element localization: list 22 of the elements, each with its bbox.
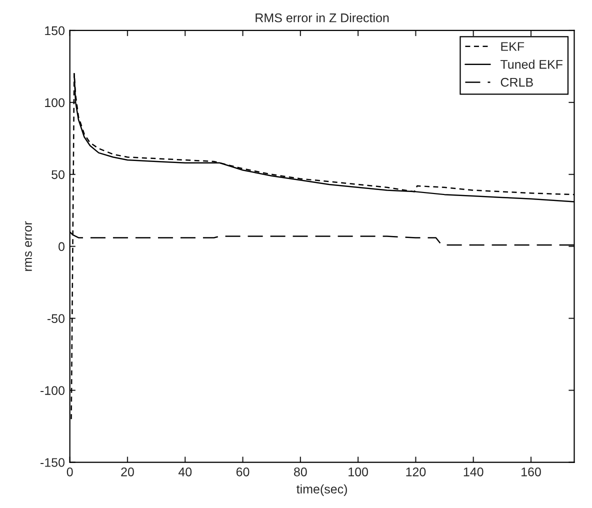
y-tick-label: 0 — [58, 242, 65, 252]
x-tick-label: 100 — [348, 467, 368, 476]
chart-title: RMS error in Z Direction — [256, 13, 389, 22]
x-tick-label: 120 — [406, 467, 426, 476]
x-tick-label: 0 — [66, 467, 73, 476]
x-axis-title: time(sec) — [296, 484, 347, 496]
x-tick-label: 160 — [522, 467, 541, 476]
y-tick-label: -100 — [40, 386, 65, 395]
y-tick-label: 100 — [45, 98, 65, 108]
legend-label: Tuned EKF — [500, 60, 562, 69]
x-tick-label: 80 — [294, 467, 307, 476]
y-axis-title: rms error — [25, 221, 32, 271]
y-tick-label: -150 — [40, 458, 65, 467]
x-tick-label: 140 — [464, 467, 484, 476]
y-tick-label: 50 — [52, 170, 65, 180]
legend-label: EKF — [501, 42, 524, 51]
y-tick-label: -50 — [47, 314, 65, 323]
x-tick-label: 40 — [178, 467, 192, 476]
legend-label: CRLB — [500, 78, 533, 87]
x-tick-label: 20 — [121, 467, 134, 476]
y-tick-label: 150 — [45, 26, 65, 36]
x-tick-label: 60 — [236, 467, 250, 476]
